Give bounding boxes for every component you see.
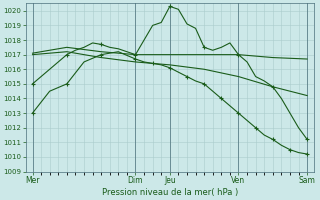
X-axis label: Pression niveau de la mer( hPa ): Pression niveau de la mer( hPa ) — [102, 188, 238, 197]
